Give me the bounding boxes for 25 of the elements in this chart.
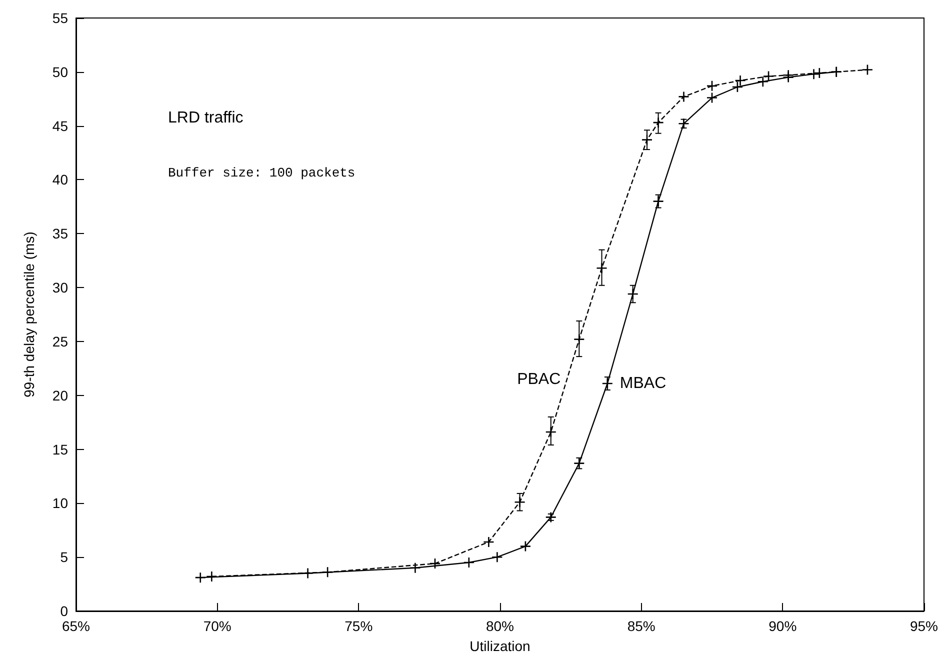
series-label: MBAC [620, 375, 666, 392]
y-tick-label: 55 [52, 10, 68, 26]
annotation: LRD traffic [168, 110, 244, 126]
x-tick-label: 70% [203, 618, 232, 634]
y-tick-label: 50 [52, 64, 68, 80]
x-tick-label: 90% [768, 618, 797, 634]
y-tick-label: 10 [52, 495, 68, 512]
y-tick-label: 45 [52, 118, 68, 134]
y-tick-label: 40 [52, 172, 68, 188]
y-tick-label: 30 [52, 280, 68, 296]
x-tick-label: 75% [344, 618, 373, 634]
y-tick-label: 15 [52, 441, 68, 458]
series-label: PBAC [517, 370, 561, 388]
y-tick-label: 5 [60, 549, 68, 566]
y-tick-label: 35 [52, 226, 68, 242]
y-axis-title: 99-th delay percentile (ms) [21, 232, 37, 398]
annotation: Buffer size: 100 packets [168, 166, 356, 180]
x-tick-label: 65% [62, 618, 90, 634]
y-tick-label: 20 [52, 387, 68, 404]
x-tick-label: 80% [486, 618, 514, 634]
y-tick-label: 0 [60, 603, 68, 619]
x-tick-label: 85% [627, 618, 656, 634]
x-tick-label: 95% [910, 618, 938, 634]
x-axis-title: Utilization [470, 638, 530, 654]
y-tick-label: 25 [52, 333, 68, 350]
